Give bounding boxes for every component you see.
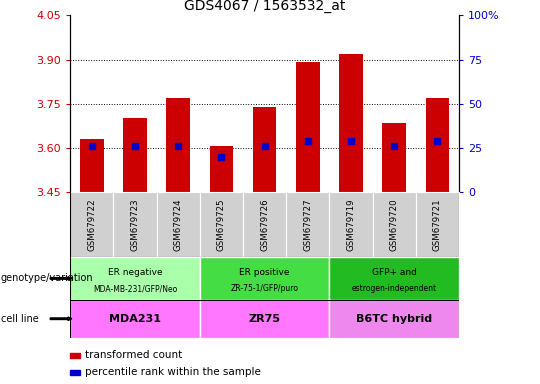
Bar xyxy=(339,54,363,192)
Text: ZR-75-1/GFP/puro: ZR-75-1/GFP/puro xyxy=(231,285,299,293)
Bar xyxy=(373,192,416,257)
Text: GSM679723: GSM679723 xyxy=(131,198,139,251)
Bar xyxy=(80,139,104,192)
Text: GSM679721: GSM679721 xyxy=(433,198,442,251)
Text: GSM679720: GSM679720 xyxy=(390,198,399,251)
Bar xyxy=(329,192,373,257)
Text: ZR75: ZR75 xyxy=(248,314,281,324)
Text: GSM679722: GSM679722 xyxy=(87,198,96,251)
Text: GFP+ and: GFP+ and xyxy=(372,268,417,276)
Bar xyxy=(329,257,459,300)
Text: MDA-MB-231/GFP/Neo: MDA-MB-231/GFP/Neo xyxy=(93,285,177,293)
Bar xyxy=(286,192,329,257)
Bar xyxy=(166,98,190,192)
Bar xyxy=(70,192,113,257)
Bar xyxy=(296,63,320,192)
Bar xyxy=(157,192,200,257)
Text: GSM679725: GSM679725 xyxy=(217,198,226,251)
Text: ER negative: ER negative xyxy=(107,268,163,276)
Title: GDS4067 / 1563532_at: GDS4067 / 1563532_at xyxy=(184,0,345,13)
Bar xyxy=(329,300,459,338)
Bar xyxy=(426,98,449,192)
Bar xyxy=(200,300,329,338)
Bar xyxy=(123,118,147,192)
Text: percentile rank within the sample: percentile rank within the sample xyxy=(85,367,261,377)
Bar xyxy=(200,192,243,257)
Text: B6TC hybrid: B6TC hybrid xyxy=(356,314,432,324)
Text: transformed count: transformed count xyxy=(85,350,183,360)
Bar xyxy=(416,192,459,257)
Bar xyxy=(243,192,286,257)
Text: GSM679726: GSM679726 xyxy=(260,198,269,251)
Bar xyxy=(210,146,233,192)
Text: GSM679727: GSM679727 xyxy=(303,198,312,251)
Bar xyxy=(200,257,329,300)
Bar xyxy=(113,192,157,257)
Text: genotype/variation: genotype/variation xyxy=(1,273,93,283)
Text: MDA231: MDA231 xyxy=(109,314,161,324)
Bar xyxy=(70,300,200,338)
Text: ER positive: ER positive xyxy=(239,268,290,276)
Text: GSM679724: GSM679724 xyxy=(174,198,183,251)
Bar xyxy=(70,257,200,300)
Bar xyxy=(253,107,276,192)
Text: estrogen-independent: estrogen-independent xyxy=(352,285,437,293)
Bar xyxy=(382,123,406,192)
Text: GSM679719: GSM679719 xyxy=(347,199,355,251)
Text: cell line: cell line xyxy=(1,314,38,324)
